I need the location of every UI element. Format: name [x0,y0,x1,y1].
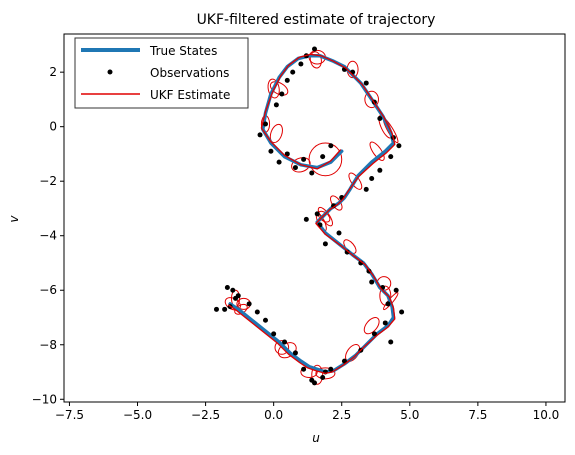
observation-point [328,143,334,149]
observation-point [222,306,228,312]
observation-point [279,91,285,97]
observation-point [292,165,298,171]
x-tick-label: −5.0 [123,408,152,422]
observation-point [303,216,309,222]
observation-point [320,374,326,380]
observation-point [371,331,377,337]
covariance-ellipse [311,364,324,385]
chart-title: UKF-filtered estimate of trajectory [197,12,436,28]
y-tick-label: 0 [49,120,57,134]
legend-label-ukf-estimate: UKF Estimate [150,88,230,102]
observation-point [399,309,405,315]
observation-point [396,143,402,149]
y-tick-label: −10 [32,392,57,406]
x-tick-label: 5.0 [400,408,419,422]
observation-point [276,159,282,165]
observation-point [262,317,268,323]
x-axis-label: u [312,431,320,445]
observation-point [363,186,369,192]
observation-point [284,151,290,157]
observation-point [268,148,274,154]
legend-label-true-states: True States [149,44,217,58]
observation-point [314,211,320,217]
plot-frame [63,33,566,403]
covariance-ellipse [267,78,280,99]
observation-point [344,249,350,255]
series-layer [213,46,405,386]
legend-label-observations: Observations [150,66,229,80]
y-tick-label: −4 [39,229,57,243]
covariance-ellipse [274,340,290,355]
y-axis-label: v [7,215,21,223]
observation-point [369,279,375,285]
observation-point [320,154,326,160]
observation-point [282,339,288,345]
observation-point [292,350,298,356]
observation-point [257,132,263,138]
observation-point [271,331,277,337]
observation-point [233,295,239,301]
observation-point [224,285,230,291]
covariance-ellipse [364,90,379,109]
x-tick-label: 0.0 [264,408,283,422]
observation-point [284,77,290,83]
y-tick-label: −6 [39,283,57,297]
observation-point [312,46,317,52]
observation-point [363,80,369,86]
legend-swatch-observations [107,69,113,75]
observation-point [385,301,391,307]
x-tick-label: 10.0 [533,408,560,422]
observation-point [328,366,334,372]
covariance-ellipse [309,51,322,69]
series-ukf-estimate-line [228,53,396,375]
observation-point [262,121,268,127]
observation-point [377,116,383,122]
covariance-ellipse [363,317,380,335]
observation-point [301,156,307,162]
observation-point [393,287,399,293]
observation-point [312,380,317,386]
observation-point [382,320,388,326]
observation-point [336,230,342,236]
covariance-ellipse [291,157,311,173]
covariance-ellipse [369,141,385,161]
observation-point [290,69,296,75]
x-axis-ticks: −7.5 −5.0 −2.5 0.0 2.5 5.0 7.5 10.0 [55,402,559,422]
observation-point [298,61,304,67]
y-tick-label: 2 [49,65,57,79]
observation-point [213,306,219,312]
covariance-ellipse [315,367,336,380]
x-tick-label: 7.5 [468,408,487,422]
x-tick-label: −7.5 [55,408,84,422]
observation-point [273,102,279,108]
observation-point [246,301,252,307]
observation-point [254,309,260,315]
legend: True States Observations UKF Estimate [74,37,249,109]
y-tick-label: −8 [39,338,57,352]
observation-point [301,366,307,372]
y-tick-label: −2 [39,174,57,188]
y-axis-ticks: −10 −8 −6 −4 −2 0 2 [32,65,64,406]
observation-point [377,167,383,173]
x-tick-label: −2.5 [191,408,220,422]
observation-point [388,339,394,345]
covariance-ellipse [269,123,283,144]
observation-point [322,241,328,247]
x-tick-label: 2.5 [332,408,351,422]
observation-point [341,358,347,364]
observation-point [230,287,236,293]
observation-point [388,154,394,160]
observation-point [309,170,315,176]
observation-point [369,175,375,181]
covariance-ellipse [269,81,289,96]
